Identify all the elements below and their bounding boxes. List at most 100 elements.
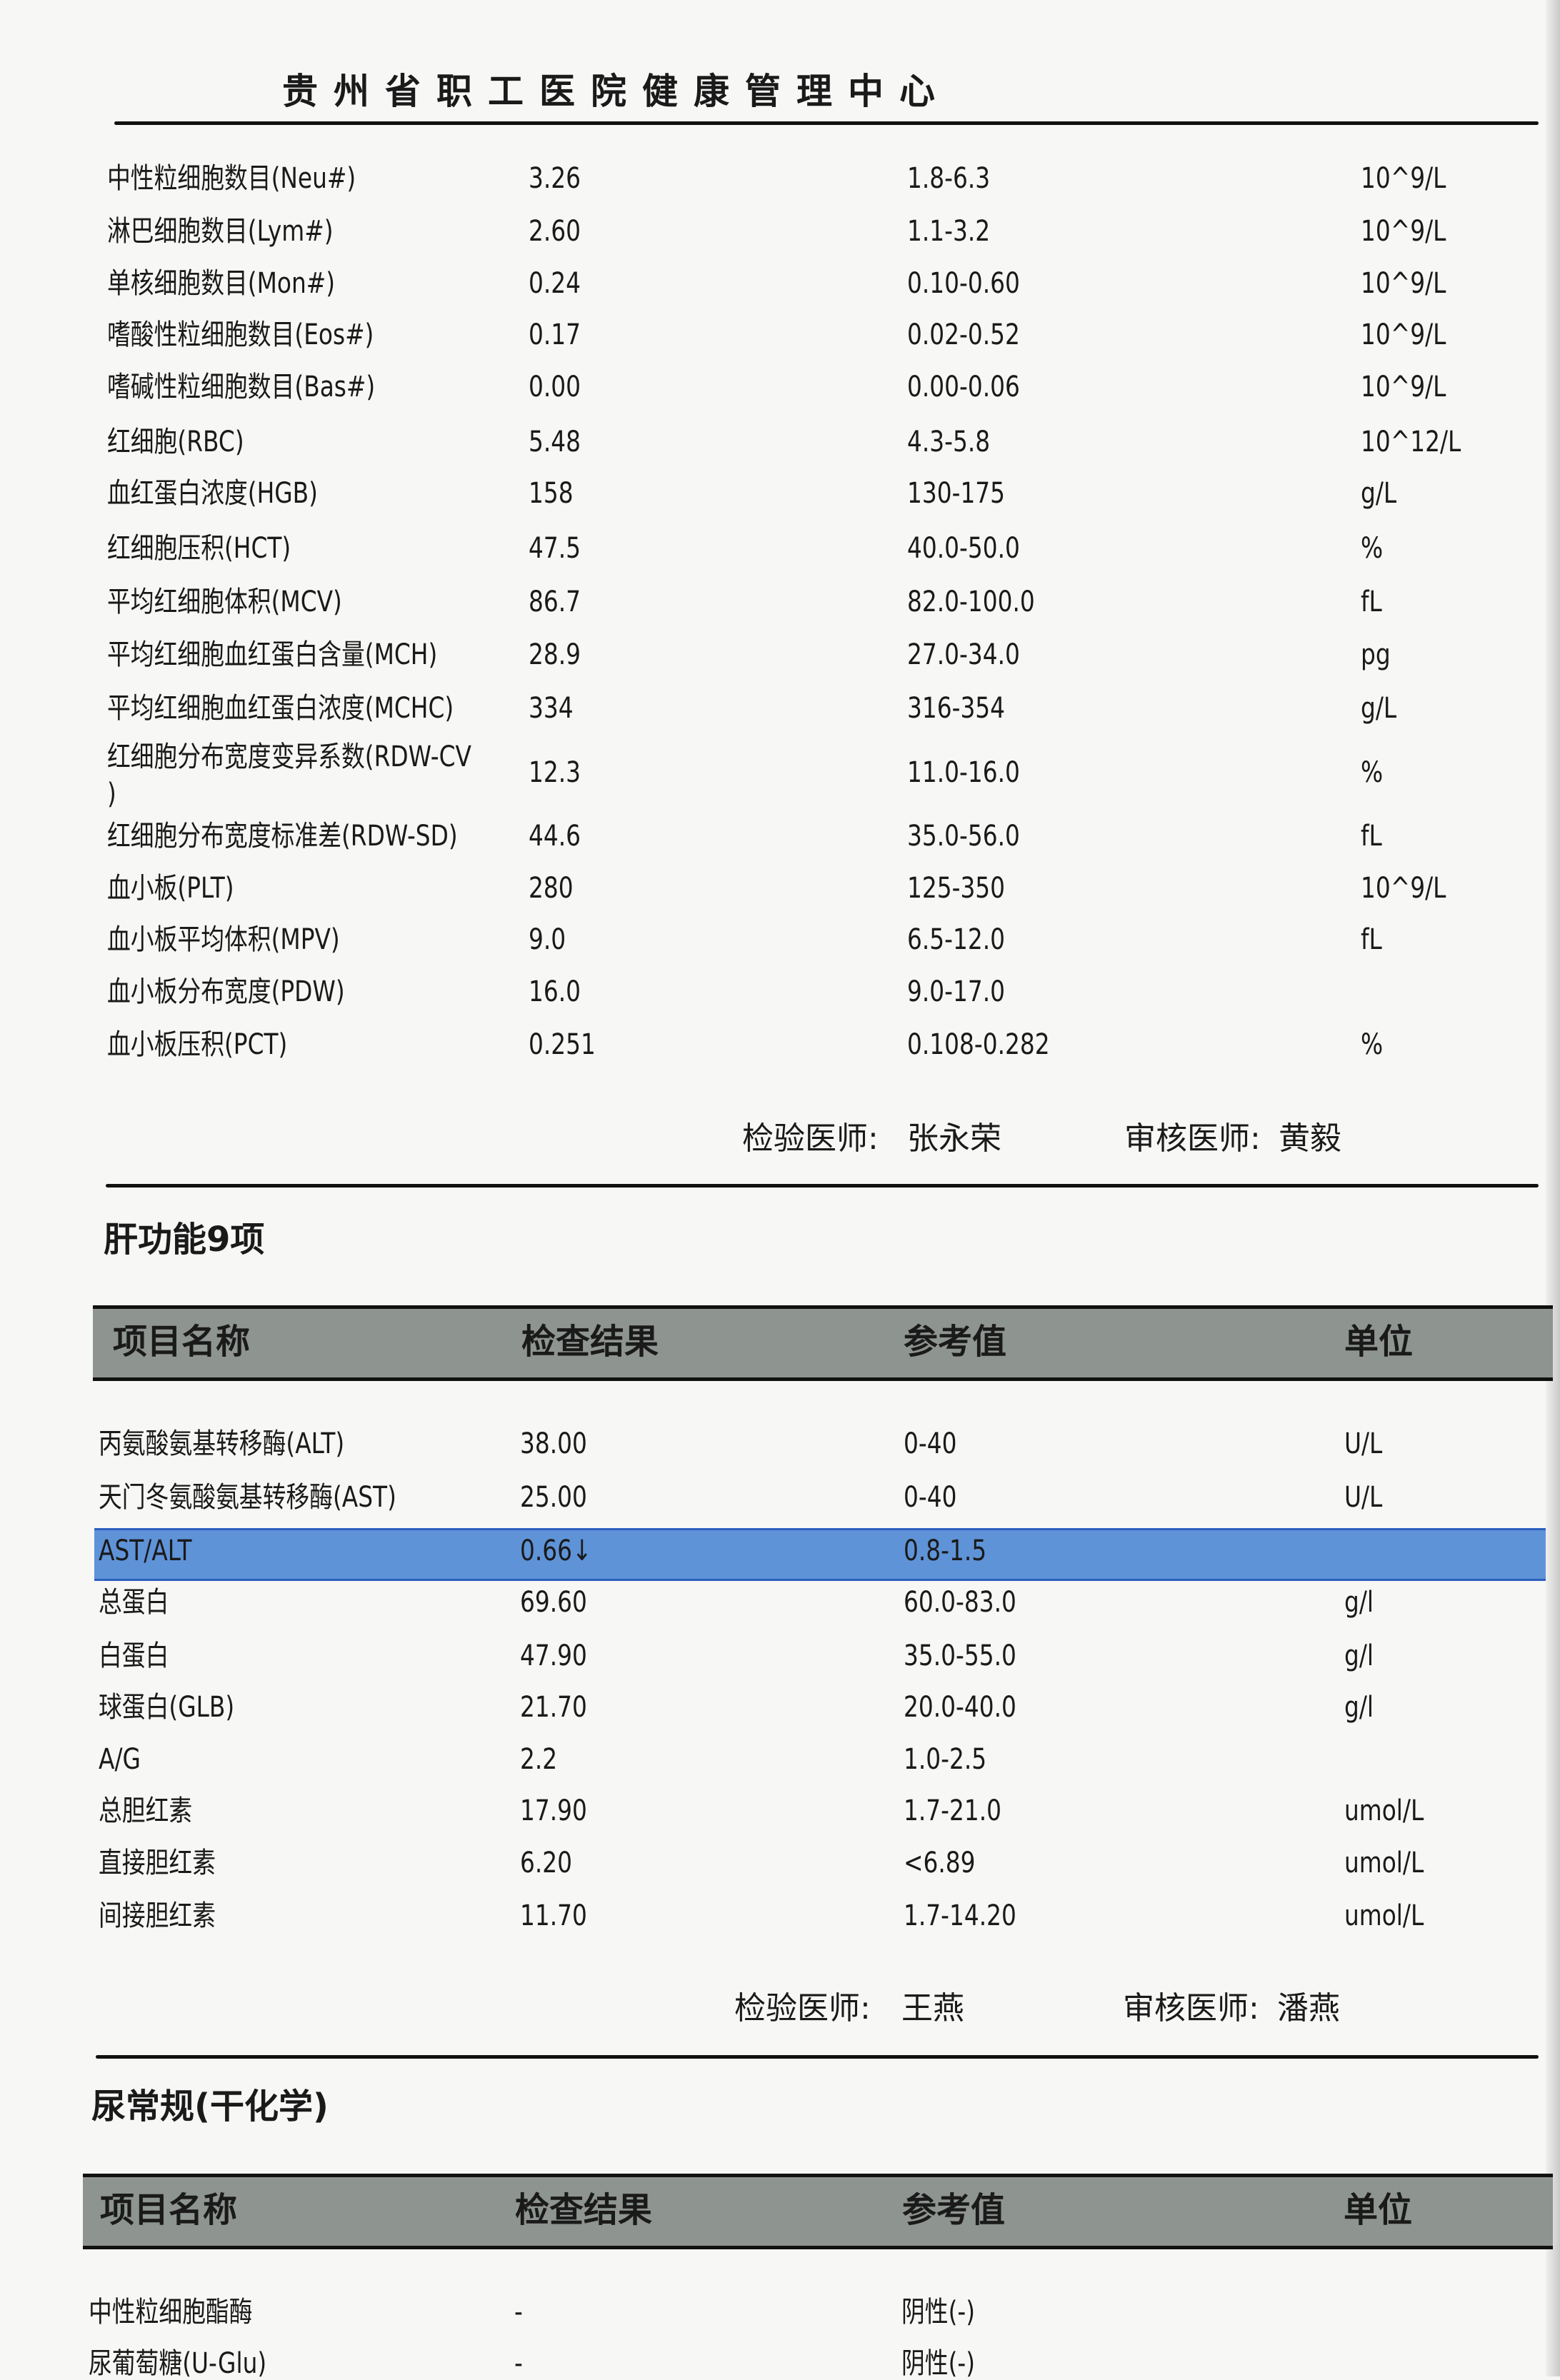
- row-name: 平均红细胞血红蛋白含量(MCH): [107, 638, 438, 671]
- row-ref: 0.10-0.60: [907, 267, 1020, 300]
- row-ref: <6.89: [904, 1847, 976, 1879]
- row-unit: fL: [1361, 586, 1382, 618]
- row-ref: 阴性(-): [901, 2296, 976, 2329]
- row-unit: fL: [1361, 820, 1382, 853]
- column-header-result: 检查结果: [521, 1322, 659, 1362]
- row-result: 0.17: [529, 318, 581, 351]
- row-result: 47.90: [520, 1640, 587, 1672]
- row-name: 总胆红素: [99, 1794, 193, 1827]
- row-name: 血小板(PLT): [107, 872, 234, 905]
- row-ref: 1.0-2.5: [904, 1743, 987, 1776]
- row-name: 丙氨酸氨基转移酶(ALT): [99, 1427, 345, 1460]
- cbc-inspector-label: 检验医师:: [742, 1120, 879, 1157]
- row-unit: umol/L: [1344, 1794, 1424, 1827]
- liver-inspector-name: 王燕: [901, 1990, 964, 2027]
- row-ref: 20.0-40.0: [904, 1691, 1016, 1724]
- row-ref: 0.02-0.52: [907, 318, 1020, 351]
- row-result: 0.00: [529, 371, 581, 403]
- row-unit: fL: [1361, 923, 1382, 956]
- row-ref: 0.00-0.06: [907, 371, 1020, 403]
- row-unit: 10^9/L: [1361, 267, 1446, 300]
- row-ref: 316-354: [907, 692, 1006, 725]
- row-ref: 阴性(-): [901, 2347, 976, 2380]
- row-result: 0.251: [529, 1028, 596, 1061]
- urine-section-title: 尿常规(干化学): [91, 2087, 329, 2127]
- row-unit: 10^12/L: [1361, 426, 1461, 458]
- row-result: 47.5: [529, 532, 581, 565]
- row-unit: g/l: [1344, 1586, 1374, 1619]
- liver-section-title: 肝功能9项: [104, 1220, 265, 1260]
- column-header-unit: 单位: [1344, 1322, 1414, 1362]
- row-unit: g/L: [1361, 477, 1397, 510]
- row-ref: 125-350: [907, 872, 1006, 905]
- row-ref: 0-40: [904, 1481, 957, 1514]
- row-unit: U/L: [1344, 1481, 1383, 1514]
- row-result: 2.2: [520, 1743, 558, 1776]
- row-name: 淋巴细胞数目(Lym#): [107, 215, 334, 248]
- row-unit: g/l: [1344, 1640, 1374, 1672]
- row-name: 球蛋白(GLB): [99, 1691, 235, 1724]
- row-unit: g/l: [1344, 1691, 1374, 1724]
- row-result: 11.70: [520, 1899, 587, 1932]
- row-name: A/G: [99, 1743, 141, 1776]
- row-result: 69.60: [520, 1586, 587, 1619]
- row-name: 总蛋白: [99, 1586, 169, 1619]
- row-result: 280: [529, 872, 574, 905]
- row-result: 25.00: [520, 1481, 587, 1514]
- liver-table-header: 项目名称 检查结果 参考值 单位: [93, 1305, 1553, 1381]
- row-result: 28.9: [529, 638, 581, 671]
- row-result: -: [514, 2347, 523, 2380]
- row-ref: 11.0-16.0: [907, 756, 1020, 789]
- row-result: 334: [529, 692, 574, 725]
- row-unit: 10^9/L: [1361, 371, 1446, 403]
- row-name: 中性粒细胞酯酶: [89, 2296, 253, 2329]
- row-unit: 10^9/L: [1361, 215, 1446, 248]
- row-ref: 0.108-0.282: [907, 1028, 1050, 1061]
- liver-reviewer-name: 潘燕: [1277, 1990, 1340, 2027]
- row-name: 直接胆红素: [99, 1847, 216, 1879]
- row-result: 6.20: [520, 1847, 573, 1879]
- row-unit: pg: [1361, 638, 1391, 671]
- row-name: 血小板压积(PCT): [107, 1028, 288, 1061]
- row-ref: 6.5-12.0: [907, 923, 1006, 956]
- row-result: 0.24: [529, 267, 581, 300]
- column-header-result: 检查结果: [515, 2190, 653, 2230]
- row-result: 86.7: [529, 586, 581, 618]
- row-ref: 0-40: [904, 1427, 957, 1460]
- row-name: 尿葡萄糖(U-Glu): [89, 2347, 267, 2380]
- section-divider: [96, 2055, 1539, 2059]
- row-name: 单核细胞数目(Mon#): [107, 267, 336, 300]
- row-ref: 1.8-6.3: [907, 162, 991, 195]
- column-header-unit: 单位: [1344, 2190, 1413, 2230]
- row-ref: 1.1-3.2: [907, 215, 991, 248]
- row-name: 平均红细胞体积(MCV): [107, 586, 342, 618]
- row-name: 中性粒细胞数目(Neu#): [107, 162, 356, 195]
- row-ref: 35.0-56.0: [907, 820, 1020, 853]
- row-result: 12.3: [529, 756, 581, 789]
- highlighted-row-band: [94, 1528, 1546, 1581]
- row-name: AST/ALT: [99, 1535, 192, 1567]
- row-result: 38.00: [520, 1427, 587, 1460]
- row-unit: %: [1361, 756, 1384, 789]
- row-result: -: [514, 2296, 523, 2329]
- row-name: 天门冬氨酸氨基转移酶(AST): [99, 1481, 396, 1514]
- row-name: 红细胞分布宽度变异系数(RDW-CV ): [107, 740, 471, 810]
- report-header-title: 贵州省职工医院健康管理中心: [282, 70, 951, 112]
- row-unit: umol/L: [1344, 1847, 1424, 1879]
- row-name: 红细胞压积(HCT): [107, 532, 291, 565]
- row-ref: 0.8-1.5: [904, 1535, 987, 1567]
- row-unit: umol/L: [1344, 1899, 1424, 1932]
- row-result: 5.48: [529, 426, 581, 458]
- row-unit: 10^9/L: [1361, 872, 1446, 905]
- row-ref: 130-175: [907, 477, 1006, 510]
- column-header-name: 项目名称: [100, 2190, 238, 2230]
- cbc-reviewer-label: 审核医师:: [1124, 1120, 1261, 1157]
- row-result: 0.66↓: [520, 1535, 592, 1567]
- row-ref: 1.7-14.20: [904, 1899, 1016, 1932]
- row-result: 44.6: [529, 820, 581, 853]
- row-name: 白蛋白: [99, 1640, 169, 1672]
- row-ref: 4.3-5.8: [907, 426, 991, 458]
- page-edge-shadow: [1546, 0, 1560, 2376]
- row-result: 2.60: [529, 215, 581, 248]
- row-ref: 35.0-55.0: [904, 1640, 1016, 1672]
